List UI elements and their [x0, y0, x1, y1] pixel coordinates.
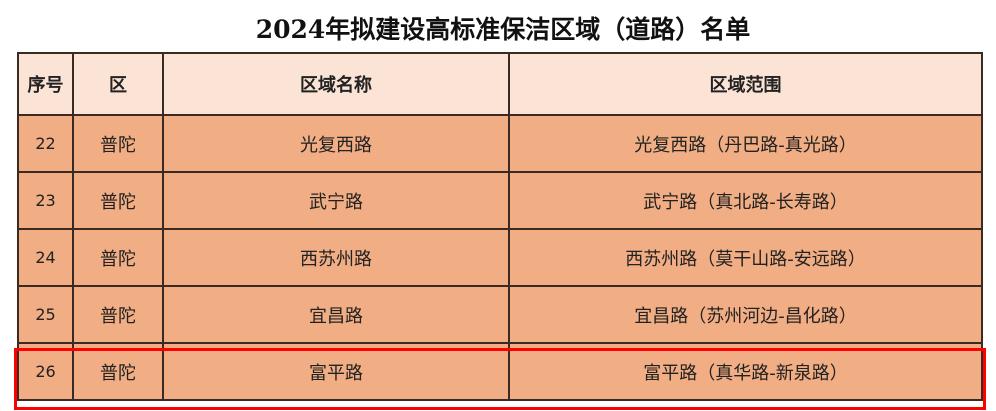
cell-no[interactable]: 23	[17, 171, 74, 230]
header-name: 区域名称	[162, 52, 510, 116]
cell-district[interactable]: 普陀	[72, 228, 164, 287]
header-district: 区	[72, 52, 164, 116]
cell-district[interactable]: 普陀	[72, 171, 164, 230]
header-row: 序号 区 区域名称 区域范围	[17, 52, 983, 116]
cell-district[interactable]: 普陀	[72, 285, 164, 344]
cell-no[interactable]: 24	[17, 228, 74, 287]
cell-name[interactable]: 宜昌路	[162, 285, 510, 344]
cell-name[interactable]: 西苏州路	[162, 228, 510, 287]
cell-no[interactable]: 26	[17, 342, 74, 401]
page-title: 2024年拟建设高标准保洁区域（道路）名单	[255, 15, 751, 44]
table-row[interactable]: 22 普陀 光复西路 光复西路（丹巴路-真光路）	[17, 114, 983, 173]
cell-name[interactable]: 光复西路	[162, 114, 510, 173]
cell-range[interactable]: 西苏州路（莫干山路-安远路）	[508, 228, 983, 287]
cell-name[interactable]: 富平路	[162, 342, 510, 401]
cell-no[interactable]: 25	[17, 285, 74, 344]
table-row[interactable]: 24 普陀 西苏州路 西苏州路（莫干山路-安远路）	[17, 228, 983, 287]
cell-range[interactable]: 富平路（真华路-新泉路）	[508, 342, 983, 401]
table-row[interactable]: 23 普陀 武宁路 武宁路（真北路-长寿路）	[17, 171, 983, 230]
cell-range[interactable]: 宜昌路（苏州河边-昌化路）	[508, 285, 983, 344]
header-no: 序号	[17, 52, 74, 116]
roads-table: 序号 区 区域名称 区域范围 22 普陀 光复西路 光复西路（丹巴路-真光路） 23 普…	[17, 52, 983, 401]
highlight-box	[14, 348, 986, 410]
header-range: 区域范围	[508, 52, 983, 116]
table-row[interactable]: 25 普陀 宜昌路 宜昌路（苏州河边-昌化路）	[17, 285, 983, 344]
cell-district[interactable]: 普陀	[72, 114, 164, 173]
cell-range[interactable]: 武宁路（真北路-长寿路）	[508, 171, 983, 230]
cell-district[interactable]: 普陀	[72, 342, 164, 401]
cell-name[interactable]: 武宁路	[162, 171, 510, 230]
cell-no[interactable]: 22	[17, 114, 74, 173]
table-row[interactable]: 26 普陀 富平路 富平路（真华路-新泉路）	[17, 342, 983, 401]
cell-range[interactable]: 光复西路（丹巴路-真光路）	[508, 114, 983, 173]
